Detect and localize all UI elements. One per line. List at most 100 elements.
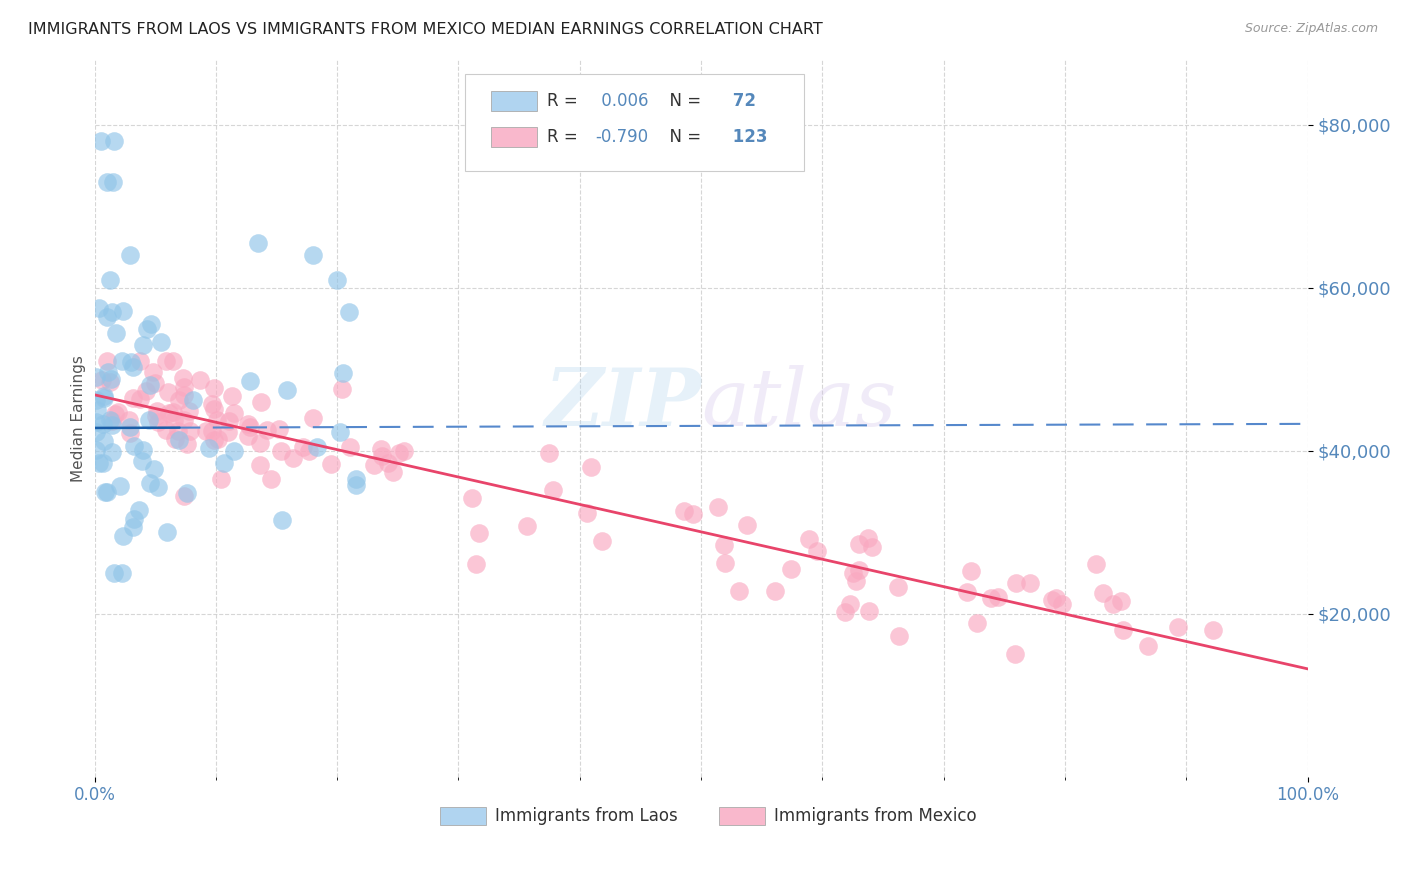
Point (93, 434, 115, 448)
Point (135, 384, 157, 399)
Point (139, 378, 162, 392)
Point (90, 373, 112, 387)
Point (1019, 576, 1042, 591)
Point (212, 456, 235, 470)
Point (149, 334, 172, 349)
FancyBboxPatch shape (491, 91, 537, 112)
Point (156, 525, 179, 540)
Point (461, 491, 484, 505)
Point (377, 456, 399, 470)
Point (1085, 557, 1108, 571)
Point (118, 248, 141, 262)
Point (129, 392, 152, 406)
Point (713, 538, 735, 552)
Point (84, 425, 107, 440)
Point (848, 563, 870, 577)
Point (735, 518, 758, 533)
Point (987, 590, 1010, 604)
Point (1109, 594, 1132, 608)
Point (249, 436, 271, 450)
Point (236, 428, 259, 442)
Point (330, 382, 353, 396)
Point (93, 391, 115, 405)
Point (222, 406, 245, 420)
Text: N =: N = (658, 92, 706, 111)
Point (363, 458, 385, 472)
Point (276, 384, 298, 398)
Point (205, 413, 228, 427)
Point (468, 525, 491, 540)
Point (370, 449, 392, 463)
Point (806, 544, 828, 558)
FancyBboxPatch shape (464, 74, 804, 170)
Point (256, 423, 278, 437)
Point (714, 556, 737, 570)
Point (101, 417, 124, 432)
Point (581, 460, 603, 475)
Point (224, 444, 246, 458)
Point (207, 432, 229, 446)
Point (239, 420, 262, 434)
Point (281, 450, 304, 465)
FancyBboxPatch shape (491, 127, 537, 147)
Point (298, 444, 321, 458)
Point (575, 506, 598, 520)
Point (1167, 620, 1189, 634)
Point (86, 416, 108, 430)
Point (860, 540, 883, 554)
Point (780, 561, 803, 575)
Point (238, 417, 260, 432)
Point (108, 479, 131, 493)
Point (172, 371, 194, 385)
Point (132, 443, 155, 458)
Point (858, 531, 880, 545)
Point (173, 388, 195, 402)
Point (887, 629, 910, 643)
Point (120, 420, 142, 434)
Text: 0.006: 0.006 (596, 92, 648, 111)
Point (101, 175, 124, 189)
Point (1091, 586, 1114, 600)
Point (128, 503, 150, 517)
Point (209, 472, 232, 486)
Point (89, 301, 111, 315)
Point (887, 581, 910, 595)
Text: 123: 123 (727, 128, 768, 146)
Point (124, 512, 146, 526)
Point (138, 412, 160, 426)
Point (332, 367, 354, 381)
Point (799, 533, 821, 547)
Point (201, 424, 224, 438)
Text: R =: R = (547, 92, 583, 111)
Point (858, 604, 880, 618)
Point (221, 389, 243, 403)
Point (111, 304, 134, 318)
Point (392, 443, 415, 458)
Point (344, 478, 367, 492)
Point (98, 272, 121, 286)
Point (110, 566, 132, 580)
Point (249, 458, 271, 472)
Point (86, 403, 108, 417)
Text: R =: R = (547, 128, 583, 146)
Point (329, 425, 352, 439)
Point (162, 405, 184, 419)
Point (728, 583, 751, 598)
Point (120, 355, 142, 369)
Point (146, 480, 169, 494)
Point (706, 500, 728, 514)
Point (202, 433, 225, 447)
Point (218, 414, 240, 428)
Point (100, 414, 122, 428)
Point (118, 413, 141, 427)
Point (1004, 647, 1026, 661)
Point (132, 338, 155, 352)
Point (122, 439, 145, 453)
Point (145, 409, 167, 424)
Point (131, 453, 153, 467)
Point (763, 584, 786, 599)
Text: Immigrants from Laos: Immigrants from Laos (495, 807, 678, 825)
Point (148, 415, 170, 429)
Point (834, 605, 856, 619)
Point (966, 616, 988, 631)
